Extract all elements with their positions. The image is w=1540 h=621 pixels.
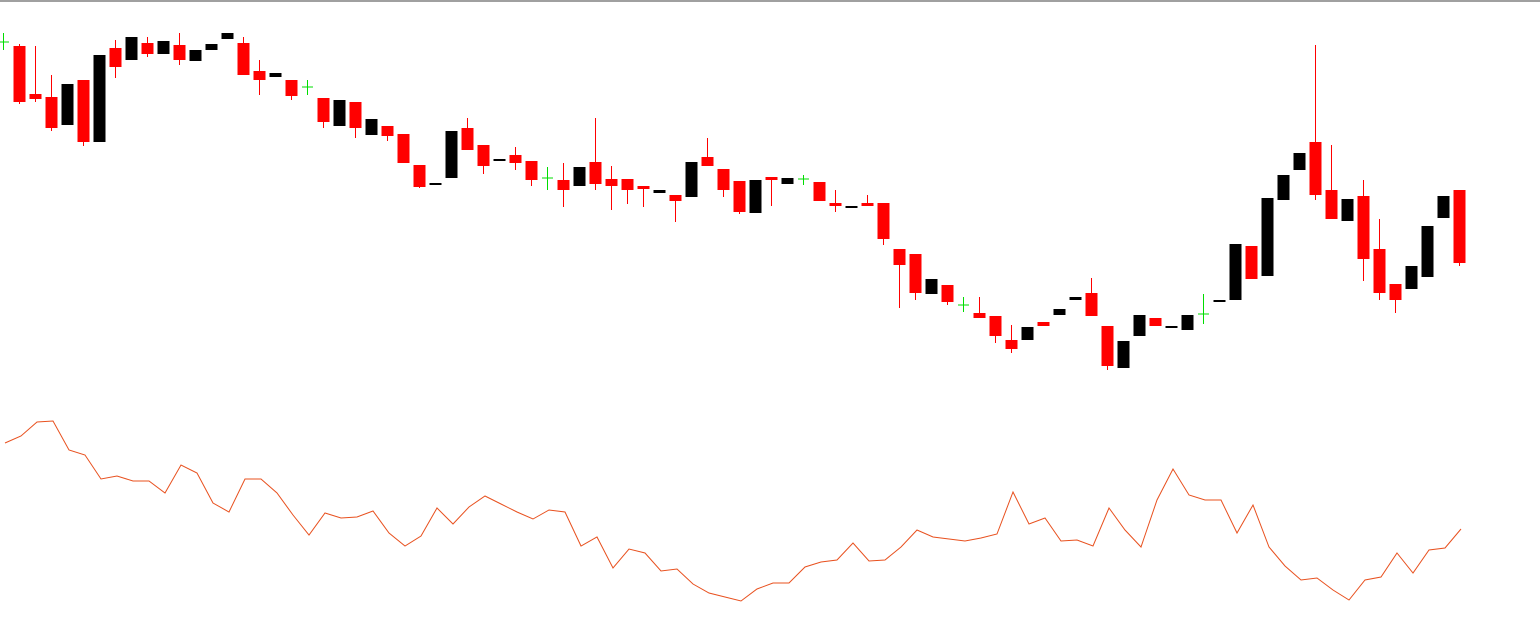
candle-body <box>733 181 746 212</box>
candle-body <box>989 316 1002 336</box>
candle-body <box>877 203 890 239</box>
candle-body <box>413 165 426 187</box>
candle-body <box>1053 309 1066 315</box>
candle-body <box>1341 199 1354 221</box>
candle-body <box>1389 284 1402 300</box>
candle-body <box>333 100 346 126</box>
candle-body <box>1069 297 1082 300</box>
candle-body <box>1133 315 1146 336</box>
candle-body <box>509 155 522 163</box>
candle-body <box>1037 322 1050 326</box>
candle-body <box>1373 249 1386 293</box>
candle-body <box>45 97 58 128</box>
candle-body <box>237 43 250 75</box>
candle-body <box>861 203 874 206</box>
candle-body <box>925 279 938 294</box>
candle-body <box>173 45 186 60</box>
candle-body <box>765 177 778 180</box>
candle-body <box>573 167 586 186</box>
candle-body <box>349 102 362 128</box>
candle-body <box>637 186 650 189</box>
candle-body <box>749 180 762 213</box>
candle-body <box>941 285 954 302</box>
candle-body <box>1357 196 1370 259</box>
candle-body <box>1021 327 1034 340</box>
candle-body <box>1453 190 1466 263</box>
candle-body <box>493 159 506 161</box>
candle-body <box>125 37 138 60</box>
candle-body <box>205 44 218 50</box>
candle-body <box>1101 326 1114 366</box>
candle-body <box>109 48 122 67</box>
candle-body <box>557 180 570 190</box>
candle-body <box>893 249 906 265</box>
candle-body <box>93 55 106 142</box>
candle-body <box>605 179 618 186</box>
candle-body <box>77 80 90 142</box>
candle-body <box>1005 340 1018 349</box>
candle-body <box>397 134 410 163</box>
candle-body <box>253 71 266 80</box>
candle-body <box>829 203 842 206</box>
candle-body <box>589 162 602 184</box>
candle-body <box>13 46 26 102</box>
candle-body <box>1245 246 1258 279</box>
candle-body <box>1293 153 1306 170</box>
candle-body <box>525 161 538 180</box>
candle-body <box>141 43 154 54</box>
candle-body <box>461 128 474 150</box>
candle-body <box>61 84 74 125</box>
candle-body <box>1181 315 1194 330</box>
candle-body <box>909 254 922 293</box>
candle-body <box>717 169 730 190</box>
candle-body <box>1309 142 1322 195</box>
candle-body <box>781 178 794 184</box>
candle-body <box>429 183 442 185</box>
candle-body <box>1213 300 1226 302</box>
candle-body <box>1437 196 1450 218</box>
candle-body <box>813 182 826 201</box>
candle-body <box>285 80 298 96</box>
candle-body <box>701 157 714 166</box>
candle-body <box>1277 175 1290 200</box>
candle-body <box>653 190 666 193</box>
candle-body <box>685 162 698 197</box>
candle-body <box>1149 318 1162 326</box>
candle-body <box>381 126 394 136</box>
candle-body <box>621 179 634 190</box>
candle-body <box>29 94 42 99</box>
candle-body <box>1085 293 1098 316</box>
candle-body <box>269 73 282 77</box>
indicator-line <box>4 420 1462 602</box>
candle-body <box>1261 198 1274 276</box>
candle-body <box>317 98 330 122</box>
candle-body <box>1229 244 1242 300</box>
candle-body <box>157 41 170 54</box>
candle-body <box>1117 341 1130 368</box>
candle-body <box>189 50 202 61</box>
candle-body <box>1421 226 1434 277</box>
candle-body <box>1325 190 1338 219</box>
candle-body <box>1405 266 1418 289</box>
candle-body <box>221 33 234 39</box>
candle-body <box>477 145 490 166</box>
candle-body <box>445 131 458 178</box>
candle-body <box>973 313 986 318</box>
candle-body <box>1165 326 1178 328</box>
candle-body <box>669 195 682 201</box>
candle-body <box>845 206 858 208</box>
candle-body <box>365 119 378 135</box>
